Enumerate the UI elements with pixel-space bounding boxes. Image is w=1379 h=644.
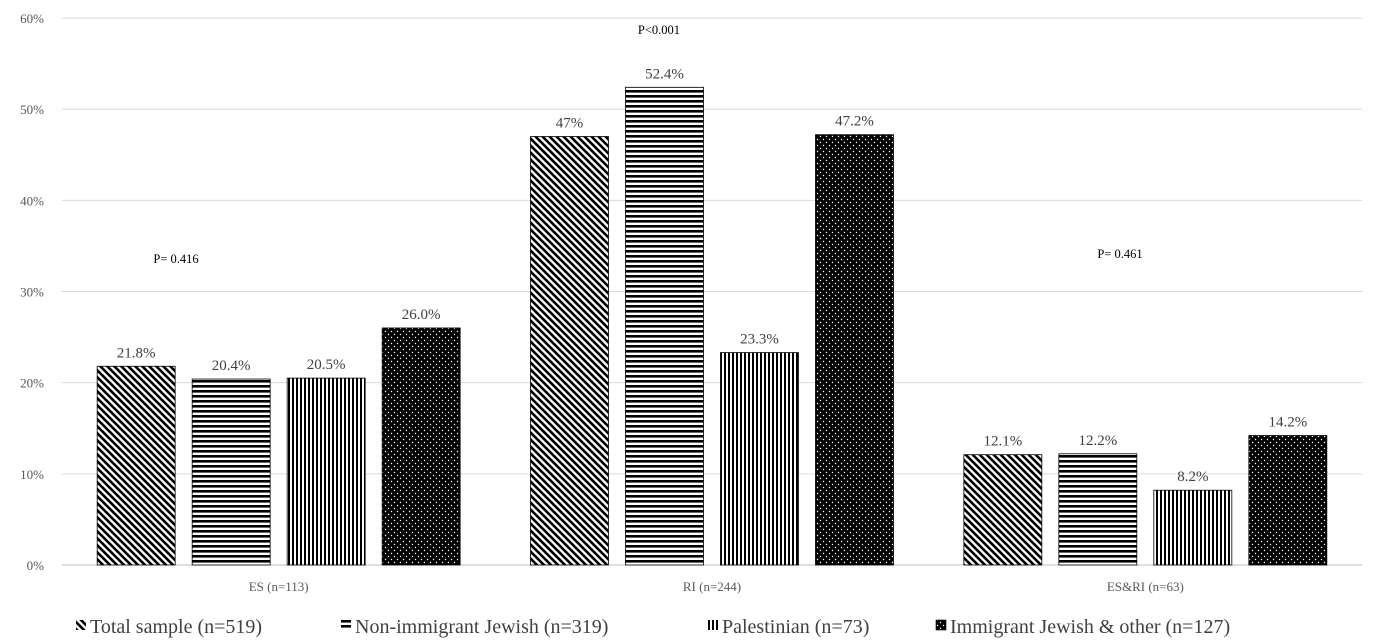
data-label: 47%	[556, 116, 584, 132]
data-label: 26.0%	[402, 307, 441, 323]
p-value-annotation: P= 0.461	[1097, 247, 1142, 261]
legend-swatch	[341, 620, 351, 630]
legend-label: Non-immigrant Jewish (n=319)	[355, 616, 608, 638]
data-label: 12.2%	[1078, 433, 1117, 449]
x-axis-categories: ES (n=113) RI (n=244) ES&RI (n=63)	[249, 579, 1184, 594]
x-category-label: ES&RI (n=63)	[1107, 579, 1184, 594]
data-label: 52.4%	[645, 66, 684, 82]
y-tick-label: 20%	[20, 376, 44, 391]
y-tick-label: 0%	[27, 558, 45, 573]
x-category-label: RI (n=244)	[683, 579, 741, 594]
legend-label: Palestinian (n=73)	[722, 616, 869, 638]
bar	[1153, 489, 1233, 566]
y-tick-label: 30%	[20, 285, 44, 300]
bar	[1058, 453, 1138, 566]
bar	[96, 365, 176, 566]
p-value-annotation: P= 0.416	[153, 252, 198, 266]
legend-label: Immigrant Jewish & other (n=127)	[950, 616, 1230, 638]
bars	[96, 86, 1328, 566]
y-tick-label: 50%	[20, 102, 44, 117]
gridlines	[62, 17, 1362, 566]
data-label: 47.2%	[835, 114, 874, 130]
data-label: 20.5%	[307, 357, 346, 373]
bar	[625, 86, 704, 566]
bar	[720, 352, 799, 566]
y-axis-ticks: 0% 10% 20% 30% 40% 50% 60%	[20, 11, 44, 573]
data-label: 12.1%	[983, 434, 1022, 450]
p-value-annotation: P<0.001	[638, 23, 680, 37]
bar	[191, 378, 271, 566]
legend-label: Total sample (n=519)	[90, 616, 262, 638]
data-label: 21.8%	[117, 345, 156, 361]
bar	[963, 454, 1043, 566]
legend-swatch	[935, 619, 947, 631]
x-category-label: ES (n=113)	[249, 579, 309, 594]
bar	[530, 136, 609, 566]
data-labels: 21.8% 20.4% 20.5% 26.0% 47% 52.4% 23.3% 47.2% 12…	[117, 66, 1307, 485]
bar	[815, 134, 894, 566]
bar	[381, 327, 461, 566]
legend-swatch	[76, 620, 86, 630]
data-label: 20.4%	[212, 358, 251, 374]
bar	[286, 377, 366, 566]
bar	[1248, 435, 1328, 566]
data-label: 8.2%	[1177, 469, 1208, 485]
legend-swatch	[708, 620, 718, 630]
y-tick-label: 10%	[20, 467, 44, 482]
data-label: 23.3%	[740, 332, 779, 348]
y-tick-label: 40%	[20, 193, 44, 208]
data-label: 14.2%	[1268, 415, 1307, 431]
legend: Total sample (n=519) Non-immigrant Jewish…	[76, 616, 1230, 638]
p-value-annotations: P= 0.416 P<0.001 P= 0.461	[153, 23, 1142, 266]
y-tick-label: 60%	[20, 11, 44, 26]
